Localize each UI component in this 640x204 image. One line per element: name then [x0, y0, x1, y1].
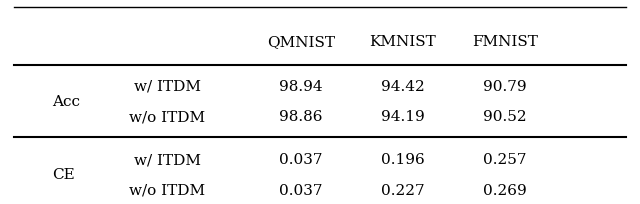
Text: FMNIST: FMNIST — [472, 35, 538, 49]
Text: 0.037: 0.037 — [279, 184, 323, 197]
Text: 90.52: 90.52 — [483, 110, 527, 124]
Text: 94.19: 94.19 — [381, 110, 425, 124]
Text: w/ ITDM: w/ ITDM — [134, 80, 200, 94]
Text: 98.94: 98.94 — [279, 80, 323, 94]
Text: Acc: Acc — [52, 95, 81, 109]
Text: w/o ITDM: w/o ITDM — [129, 110, 205, 124]
Text: 0.227: 0.227 — [381, 184, 425, 197]
Text: w/ ITDM: w/ ITDM — [134, 153, 200, 167]
Text: QMNIST: QMNIST — [267, 35, 335, 49]
Text: 0.196: 0.196 — [381, 153, 425, 167]
Text: w/o ITDM: w/o ITDM — [129, 184, 205, 197]
Text: 94.42: 94.42 — [381, 80, 425, 94]
Text: 0.257: 0.257 — [483, 153, 527, 167]
Text: CE: CE — [52, 169, 75, 182]
Text: KMNIST: KMNIST — [369, 35, 436, 49]
Text: 90.79: 90.79 — [483, 80, 527, 94]
Text: 0.037: 0.037 — [279, 153, 323, 167]
Text: 0.269: 0.269 — [483, 184, 527, 197]
Text: 98.86: 98.86 — [279, 110, 323, 124]
